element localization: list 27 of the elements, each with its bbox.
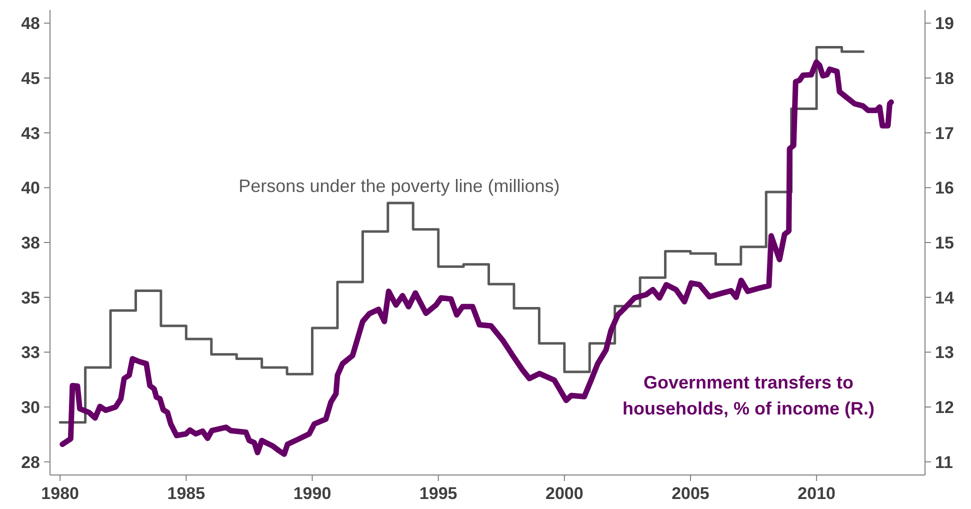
y2-tick-label: 11 <box>935 452 953 472</box>
x-tick-label: 1995 <box>419 484 458 503</box>
y-tick-label: 38 <box>21 234 40 252</box>
y-tick-label: 40 <box>21 178 40 198</box>
y-tick-label: 43 <box>21 124 40 143</box>
y-tick-label: 35 <box>21 288 40 308</box>
y-tick-label: 48 <box>21 14 40 34</box>
y-tick-label: 45 <box>21 68 40 88</box>
y2-tick-label: 15 <box>935 234 954 252</box>
x-tick-label: 1980 <box>41 484 79 503</box>
y2-tick-label: 16 <box>935 178 954 198</box>
y-tick-label: 28 <box>21 452 40 472</box>
y-tick-label: 30 <box>21 398 40 418</box>
x-tick-label: 2000 <box>545 484 584 503</box>
series-label: Persons under the poverty line (millions) <box>238 176 560 196</box>
y2-tick-label: 14 <box>935 288 954 308</box>
y-tick-label: 33 <box>21 343 40 362</box>
x-tick-label: 2005 <box>672 484 710 503</box>
y2-tick-label: 12 <box>935 398 954 418</box>
y2-tick-label: 17 <box>935 124 954 143</box>
x-tick-label: 1990 <box>293 484 332 503</box>
x-tick-label: 2010 <box>798 484 836 503</box>
y2-tick-label: 13 <box>935 343 954 362</box>
x-tick-label: 1985 <box>167 484 206 503</box>
y2-tick-label: 19 <box>935 14 954 34</box>
series-label: Government transfers to households, % of income (R.) <box>622 372 874 418</box>
y2-tick-label: 18 <box>935 68 954 88</box>
